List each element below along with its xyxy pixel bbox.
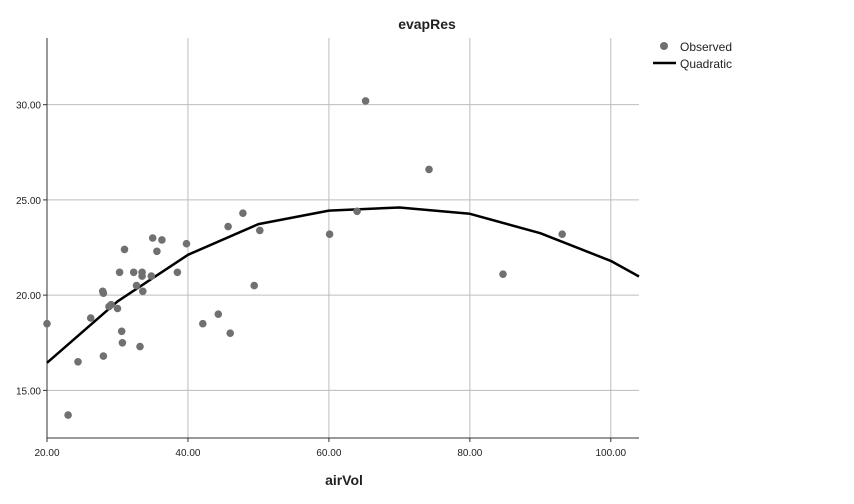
x-tick-label: 60.00 xyxy=(316,448,341,459)
observed-point xyxy=(499,270,507,279)
observed-point xyxy=(325,230,334,238)
axes-layer xyxy=(43,38,639,442)
legend-observed-marker xyxy=(660,42,668,50)
grid-layer xyxy=(47,38,639,438)
observed-point xyxy=(43,319,51,328)
observed-point xyxy=(558,230,566,238)
observed-point xyxy=(214,310,223,319)
observed-point xyxy=(129,268,138,277)
observed-point xyxy=(182,239,191,248)
observed-point xyxy=(153,247,161,256)
x-tick-label: 100.00 xyxy=(596,448,627,459)
observed-point xyxy=(136,342,144,351)
observed-point xyxy=(224,222,232,231)
observed-point xyxy=(99,352,108,360)
observed-point xyxy=(250,281,258,290)
observed-point xyxy=(117,327,126,336)
tick-labels: 20.00 40.00 60.00 80.00 100.00 15.00 20.00 25.0… xyxy=(16,101,627,459)
observed-point xyxy=(239,209,247,217)
observed-point xyxy=(118,339,127,347)
observed-point xyxy=(158,236,166,244)
observed-point xyxy=(226,329,234,338)
x-axis-title: airVol xyxy=(325,472,363,488)
observed-point xyxy=(138,272,146,280)
observed-point xyxy=(99,289,108,298)
observed-point xyxy=(148,234,157,242)
observed-point xyxy=(74,358,82,366)
observed-point xyxy=(353,207,361,216)
observed-point xyxy=(107,300,115,309)
observed-point xyxy=(86,314,95,322)
observed-point xyxy=(113,304,122,313)
chart-title: evapRes xyxy=(398,16,456,32)
observed-point xyxy=(425,165,433,174)
y-tick-label: 20.00 xyxy=(16,291,41,302)
x-tick-label: 20.00 xyxy=(34,448,59,459)
observed-points-layer xyxy=(43,97,566,419)
observed-point xyxy=(147,272,156,280)
observed-point xyxy=(199,319,207,328)
observed-point xyxy=(173,268,182,277)
x-tick-label: 80.00 xyxy=(457,448,482,459)
observed-point xyxy=(139,287,147,296)
x-tick-label: 40.00 xyxy=(175,448,200,459)
y-tick-label: 25.00 xyxy=(16,196,41,207)
observed-point xyxy=(120,245,129,254)
legend-quadratic-label: Quadratic xyxy=(680,57,732,71)
legend-observed-label: Observed xyxy=(680,40,732,54)
observed-point xyxy=(115,268,124,277)
legend: Observed Quadratic xyxy=(653,40,732,71)
observed-point xyxy=(361,97,370,105)
y-tick-label: 30.00 xyxy=(16,101,41,112)
y-tick-label: 15.00 xyxy=(16,386,41,397)
observed-point xyxy=(64,411,72,419)
observed-point xyxy=(255,226,264,235)
observed-point xyxy=(132,281,141,290)
